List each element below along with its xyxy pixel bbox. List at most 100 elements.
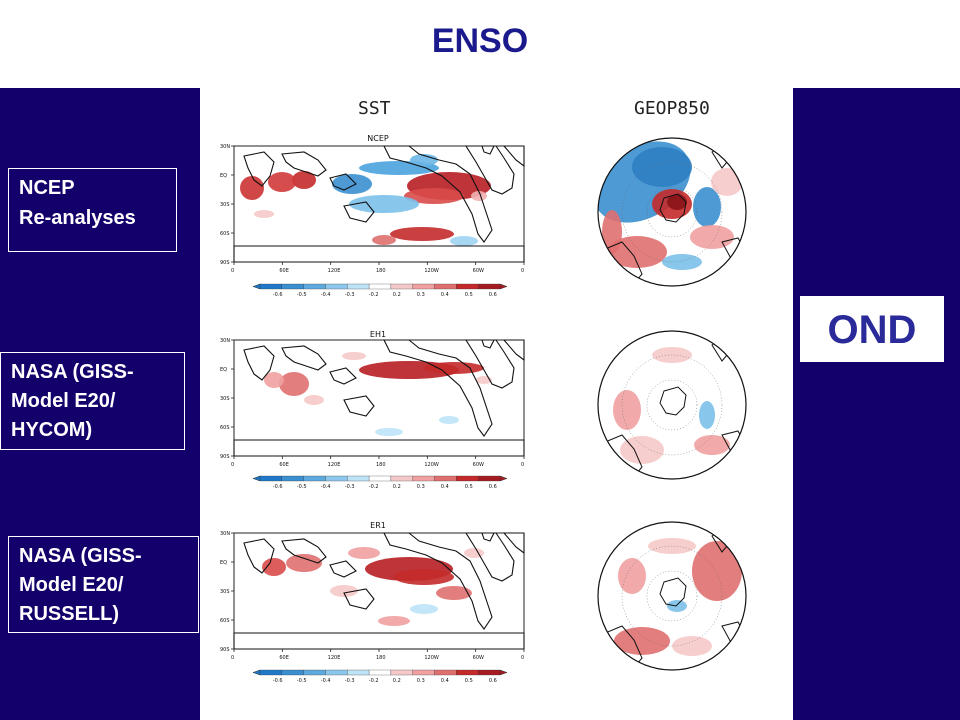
lat-tick-label: 30N (220, 338, 230, 344)
colorbar-tick: -0.2 (369, 484, 379, 490)
anomaly-patch (602, 210, 622, 254)
coastline (383, 145, 493, 243)
coastline (659, 386, 687, 416)
colorbar-tick: -0.2 (369, 678, 379, 684)
colorbar-swatch (434, 283, 457, 290)
anomaly-patch (711, 168, 743, 196)
anomaly-patch (268, 172, 296, 192)
anomaly-patch (694, 435, 730, 455)
colorbar-tick: 0.6 (489, 292, 497, 298)
anomaly-patch (332, 174, 372, 194)
colorbar-swatch (434, 475, 457, 482)
colorbar-end (252, 475, 261, 482)
coastline (721, 621, 746, 649)
anomaly-patch (699, 401, 715, 429)
colorbar-tick: 0.2 (393, 484, 401, 490)
coastline (281, 345, 327, 371)
panel-title: NCEP (367, 134, 389, 143)
anomaly-patch (450, 236, 478, 246)
colorbar-swatch (325, 669, 348, 676)
latitude-ring (621, 545, 723, 647)
colorbar-tick: -0.4 (321, 678, 331, 684)
lat-tick-label: 30S (220, 396, 230, 402)
anomaly-patch (693, 187, 721, 227)
anomaly-patch (394, 569, 454, 585)
row-label-line: HYCOM) (11, 419, 93, 441)
anomaly-patch (613, 390, 641, 430)
latitude-ring (621, 161, 723, 263)
colorbar-end (499, 283, 508, 290)
row-label-line: Model E20/ (11, 390, 116, 412)
anomaly-patch (348, 547, 380, 559)
coastline (598, 434, 643, 479)
lon-tick-label: 0 (521, 268, 524, 274)
colorbar-tick: 0.6 (489, 678, 497, 684)
lon-tick-label: 120E (328, 268, 341, 274)
colorbar-swatch (281, 669, 304, 676)
colorbar-tick: 0.5 (465, 484, 473, 490)
lon-tick-label: 60W (473, 462, 484, 468)
coastline (659, 193, 687, 223)
colorbar-swatch (390, 669, 413, 676)
coastline (721, 430, 746, 458)
anomaly-patch (349, 195, 419, 213)
colorbar-tick: 0.4 (441, 292, 449, 298)
left-band (0, 88, 200, 720)
colorbar-swatch (303, 669, 326, 676)
lon-tick-label: 0 (521, 462, 524, 468)
lon-tick-label: 0 (231, 268, 234, 274)
colorbar-tick: 0.3 (417, 678, 425, 684)
row-label-line: Model E20/ (19, 574, 124, 596)
lon-tick-label: 60W (473, 268, 484, 274)
anomaly-patch (632, 147, 692, 187)
colorbar-tick: -0.3 (345, 292, 355, 298)
colorbar-swatch (303, 283, 326, 290)
anomaly-patch (375, 428, 403, 436)
latitude-ring (621, 354, 723, 456)
anomaly-patch (471, 191, 487, 201)
lon-tick-label: 120W (424, 655, 439, 661)
colorbar-tick: -0.5 (297, 292, 307, 298)
anomaly-patch (330, 585, 358, 597)
latitude-ring (646, 186, 698, 238)
colorbar-tick: 0.4 (441, 678, 449, 684)
colorbar-tick: -0.3 (345, 484, 355, 490)
row-label-eh1: NASA (GISS- Model E20/ HYCOM) (0, 352, 185, 450)
coastline (343, 395, 375, 417)
coastline (243, 345, 275, 381)
colorbar-swatch (412, 669, 435, 676)
colorbar-swatch (390, 475, 413, 482)
colorbar-swatch (259, 669, 282, 676)
colorbar-swatch (412, 283, 435, 290)
colorbar-swatch (412, 475, 435, 482)
latitude-ring (646, 570, 698, 622)
lon-tick-label: 0 (231, 655, 234, 661)
lon-tick-label: 120E (328, 655, 341, 661)
colorbar-tick: 0.4 (441, 484, 449, 490)
lon-tick-label: 60W (473, 655, 484, 661)
colorbar-ncep: -0.6 -0.5 -0.4 -0.3 -0.2 0.2 0.3 0.4 0.5 0.6 (252, 283, 508, 298)
anomaly-patch (464, 548, 484, 558)
colorbar-swatch (368, 669, 392, 676)
lat-tick-label: 90S (220, 260, 230, 266)
anomaly-patch (618, 558, 646, 594)
row-label-ncep: NCEP Re-analyses (8, 168, 177, 252)
anomaly-patch (614, 627, 670, 655)
anomaly-patch (672, 636, 712, 656)
anomaly-patch (607, 236, 667, 268)
anomaly-patch (342, 352, 366, 360)
anomaly-patch (264, 372, 284, 388)
coastline (598, 241, 643, 286)
coastline (465, 145, 515, 195)
colorbar-swatch (390, 283, 413, 290)
coastline (329, 367, 357, 385)
colorbar-tick: 0.2 (393, 678, 401, 684)
colorbar-tick: -0.3 (345, 678, 355, 684)
lon-tick-label: 120W (424, 268, 439, 274)
colorbar-swatch (259, 283, 282, 290)
coastline (329, 173, 357, 191)
colorbar-swatch (368, 283, 392, 290)
colorbar-tick: 0.3 (417, 484, 425, 490)
colorbar-swatch (478, 669, 501, 676)
